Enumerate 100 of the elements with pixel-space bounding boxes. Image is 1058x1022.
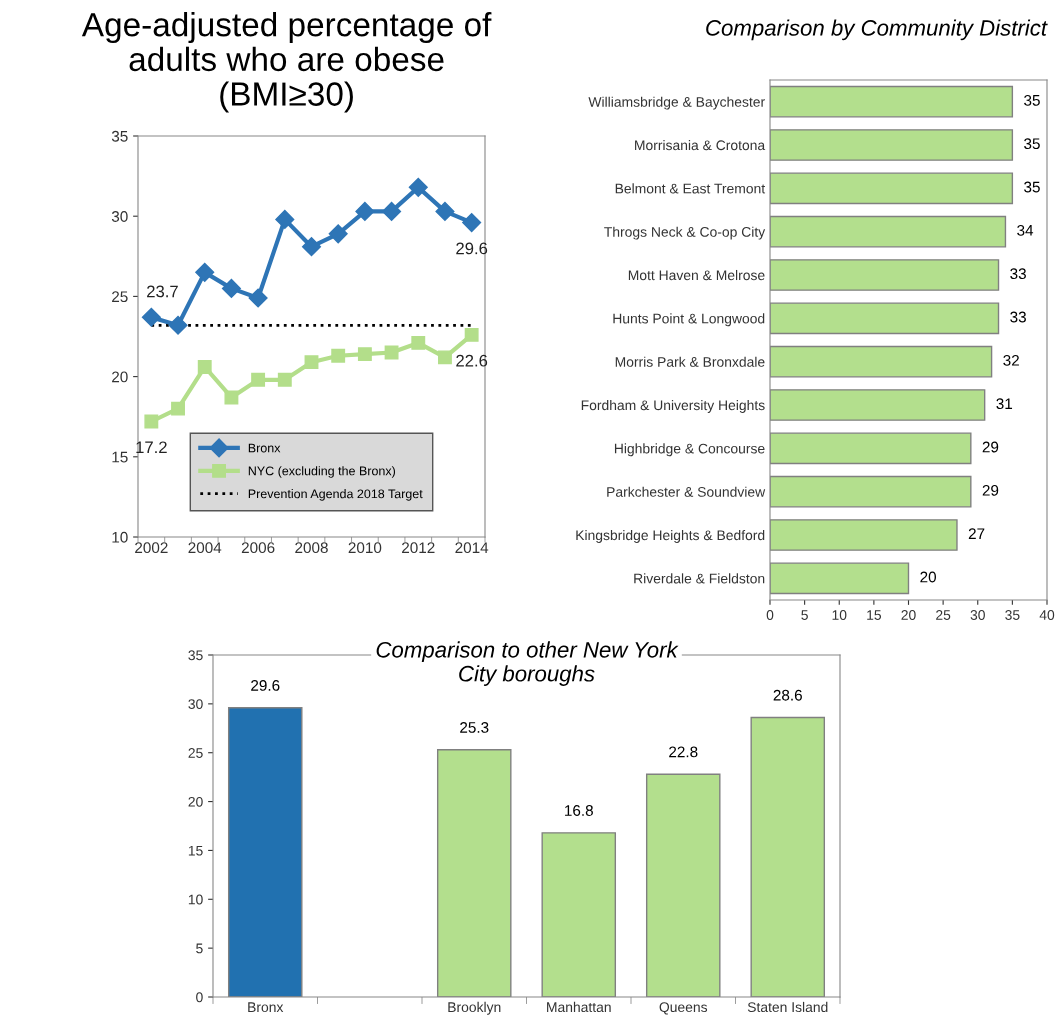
x-tick-label: 15 [867, 610, 882, 620]
data-label: 33 [1010, 311, 1026, 323]
point [224, 390, 239, 405]
y-tick-label: Throgs Neck & Co-op City [604, 226, 766, 240]
data-label: 25.3 [460, 722, 489, 733]
point [141, 307, 161, 327]
y-tick-label: Kingsbridge Heights & Bedford [576, 529, 765, 543]
point [221, 278, 241, 298]
x-tick-label: 2006 [241, 542, 275, 554]
y-tick-label: Morrisania & Crotona [635, 139, 766, 151]
data-label: 29 [982, 441, 999, 453]
point [144, 414, 159, 429]
point [277, 372, 292, 387]
x-tick-label: 30 [970, 610, 985, 620]
data-label: 28.6 [773, 689, 802, 701]
data-label: 17.2 [136, 441, 167, 454]
point [357, 347, 372, 362]
point [248, 288, 268, 308]
y-tick-label: 35 [111, 130, 128, 142]
data-label: 22.6 [456, 354, 488, 367]
point [168, 315, 188, 335]
x-tick-label: 2002 [135, 542, 168, 554]
x-tick-label: 0 [766, 610, 774, 620]
y-tick-label: 35 [188, 650, 203, 661]
y-tick-label: Hunts Point & Longwood [613, 313, 765, 327]
y-tick-label: 20 [112, 371, 128, 383]
point [355, 201, 375, 221]
x-tick-label: 35 [1005, 610, 1020, 620]
point [301, 237, 322, 257]
chart-title: Age-adjusted percentage of adults who are obese (BMI≥30) [81, 12, 492, 113]
data-label: 20 [920, 571, 937, 583]
x-tick-label: 20 [901, 610, 916, 620]
point [197, 360, 212, 374]
y-tick-label: Williamsbridge & Baychester [588, 96, 765, 110]
y-tick-label: 25 [188, 748, 203, 758]
y-tick-label: 10 [112, 531, 128, 543]
point [251, 372, 266, 387]
point [438, 350, 452, 365]
y-tick-label: Highbridge & Concourse [614, 443, 765, 457]
x-tick-label: 25 [936, 610, 951, 620]
x-tick-label: 5 [801, 610, 808, 620]
x-tick-label: Manhattan [547, 1001, 611, 1013]
point [435, 201, 455, 221]
x-tick-label: 40 [1039, 610, 1055, 620]
point [462, 213, 482, 233]
y-tick-label: 5 [196, 943, 203, 954]
point [411, 335, 426, 350]
point [331, 348, 346, 363]
x-tick-label: 2012 [402, 542, 435, 554]
y-tick-label: 30 [188, 699, 203, 710]
y-tick-label: Mott Haven & Melrose [628, 269, 765, 281]
data-label: 29.6 [251, 680, 280, 691]
chart-title: Comparison by Community District [706, 19, 1048, 41]
data-label: 29 [982, 484, 999, 496]
point [384, 345, 399, 360]
y-tick-label: Parkchester & Soundview [607, 486, 766, 497]
data-label: 22.8 [669, 746, 698, 758]
data-label: 31 [996, 398, 1013, 410]
y-tick-label: Morris Park & Bronxdale [615, 356, 765, 367]
data-label: 16.8 [565, 805, 593, 816]
legend-label: Prevention Agenda 2018 Target [248, 489, 423, 501]
y-tick-label: 10 [188, 894, 203, 905]
x-tick-label: Brooklyn [448, 1001, 501, 1015]
data-label: 23.7 [147, 285, 178, 298]
y-tick-label: 0 [196, 992, 203, 1003]
data-label: 35 [1024, 181, 1040, 193]
x-tick-label: Bronx [248, 1002, 284, 1013]
point [328, 224, 348, 244]
point [464, 327, 479, 342]
y-tick-label: Belmont & East Tremont [615, 183, 766, 194]
x-tick-label: 2004 [188, 542, 222, 554]
data-label: 33 [1010, 268, 1026, 280]
y-tick-label: Riverdale & Fieldston [634, 573, 765, 584]
y-tick-label: 30 [111, 211, 128, 222]
point [382, 201, 402, 221]
point [195, 262, 215, 282]
data-label: 35 [1024, 138, 1040, 150]
x-tick-label: 2008 [295, 542, 328, 554]
point [171, 401, 185, 416]
x-tick-label: 2010 [348, 542, 382, 554]
point [408, 177, 428, 197]
x-tick-label: 10 [832, 610, 847, 620]
y-tick-label: 15 [112, 451, 128, 463]
y-tick-label: 15 [188, 845, 203, 856]
y-tick-label: 20 [188, 796, 203, 807]
data-label: 34 [1017, 224, 1034, 236]
data-label: 32 [1003, 354, 1019, 366]
x-tick-label: Queens [659, 1002, 708, 1015]
point [304, 355, 319, 370]
legend-label: Bronx [248, 443, 281, 453]
legend-label: NYC (excluding the Bronx) [248, 466, 395, 478]
data-label: 29.6 [456, 242, 488, 255]
chart-title: Comparison to other New York City boroughs [376, 641, 679, 686]
x-tick-label: 2014 [455, 542, 489, 554]
data-label: 27 [968, 528, 985, 539]
y-tick-label: Fordham & University Heights [581, 399, 765, 413]
point [275, 209, 295, 229]
x-tick-label: Staten Island [747, 1001, 828, 1013]
data-label: 35 [1024, 94, 1040, 106]
y-tick-label: 25 [112, 291, 128, 303]
